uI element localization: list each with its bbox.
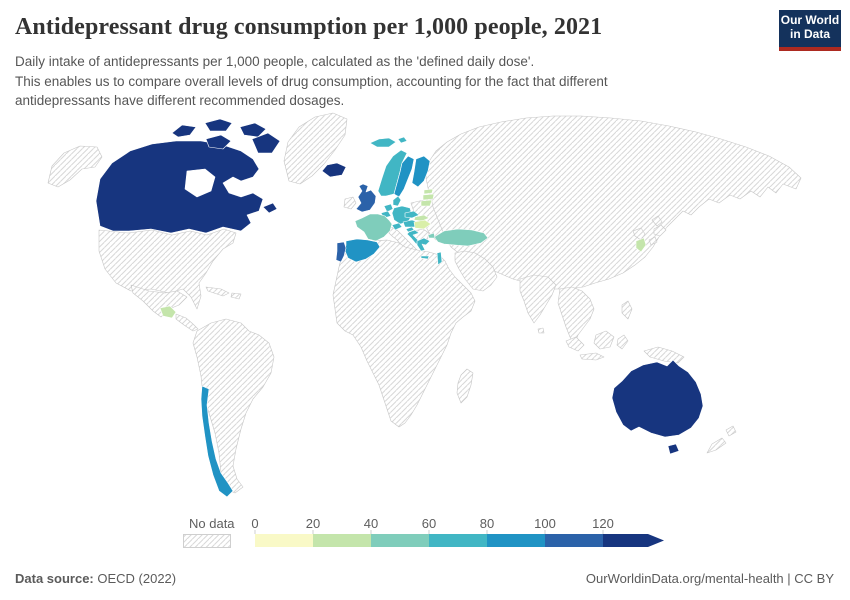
country-france[interactable] bbox=[354, 213, 393, 242]
legend-no-data-swatch bbox=[183, 534, 231, 548]
no-data-landmasses bbox=[47, 112, 802, 494]
legend-no-data-label: No data bbox=[189, 516, 235, 531]
country-canada-baffin[interactable] bbox=[251, 132, 281, 154]
landmass-north-korea bbox=[632, 227, 646, 241]
legend-segment-60-80 bbox=[429, 534, 487, 547]
landmass-mexico bbox=[130, 284, 188, 318]
landmass-arabia bbox=[454, 250, 498, 292]
country-norway-svalbard-2[interactable] bbox=[397, 136, 408, 144]
subtitle-line-1: Daily intake of antidepressants per 1,00… bbox=[15, 54, 535, 69]
landmass-new-zealand-north bbox=[725, 425, 737, 437]
page-title: Antidepressant drug consumption per 1,00… bbox=[15, 14, 603, 40]
subtitle-line-2: This enables us to compare overall level… bbox=[15, 73, 608, 89]
country-canada-arctic-2[interactable] bbox=[204, 118, 233, 132]
subtitle-line-3: antidepressants have different recommend… bbox=[15, 93, 345, 109]
country-united-kingdom[interactable] bbox=[355, 183, 377, 213]
landmass-borneo bbox=[593, 330, 615, 350]
country-iceland[interactable] bbox=[321, 162, 347, 178]
country-turkey-thrace[interactable] bbox=[427, 232, 436, 239]
legend-tick-marks bbox=[254, 530, 604, 534]
landmass-new-zealand-south bbox=[706, 437, 727, 454]
data-source-note: Data source: OECD (2022) bbox=[15, 571, 176, 586]
country-portugal[interactable] bbox=[335, 241, 347, 263]
country-canada-newfoundland[interactable] bbox=[262, 202, 278, 214]
data-source-value: OECD (2022) bbox=[93, 571, 177, 586]
page-subtitle: Daily intake of antidepressants per 1,00… bbox=[15, 52, 715, 111]
country-slovenia[interactable] bbox=[405, 226, 415, 233]
country-canada-arctic-1[interactable] bbox=[171, 124, 197, 138]
landmass-japan-honshu bbox=[653, 224, 667, 237]
country-greece[interactable] bbox=[416, 237, 431, 252]
country-turkey[interactable] bbox=[433, 228, 489, 247]
legend-tick-0: 0 bbox=[251, 516, 258, 531]
country-latvia[interactable] bbox=[422, 193, 435, 201]
landmass-africa bbox=[332, 239, 476, 428]
landmass-japan-north bbox=[651, 215, 663, 227]
country-finland[interactable] bbox=[411, 155, 431, 188]
landmass-cuba bbox=[205, 286, 230, 297]
landmass-india bbox=[519, 274, 557, 324]
country-czechia[interactable] bbox=[404, 210, 420, 219]
landmass-madagascar bbox=[456, 368, 474, 404]
logo-line-2: in Data bbox=[789, 27, 830, 41]
country-norway-svalbard[interactable] bbox=[369, 137, 397, 148]
legend-segment-20-40 bbox=[313, 534, 371, 547]
country-sweden[interactable] bbox=[393, 155, 415, 198]
landmass-indochina bbox=[557, 286, 595, 346]
country-switzerland[interactable] bbox=[391, 222, 403, 231]
legend-tick-60: 60 bbox=[422, 516, 436, 531]
landmass-japan-south bbox=[648, 236, 658, 246]
country-canada-victoria[interactable] bbox=[205, 134, 232, 150]
legend-segment-80-100 bbox=[487, 534, 545, 547]
map-legend: No data 0 20 40 60 80 100 120 bbox=[183, 516, 664, 548]
data-source-label: Data source: bbox=[15, 571, 94, 586]
landmass-sulawesi bbox=[616, 334, 629, 350]
legend-segment-120-plus bbox=[603, 534, 664, 547]
legend-tick-20: 20 bbox=[306, 516, 320, 531]
landmass-philippines bbox=[621, 300, 633, 320]
legend-tick-80: 80 bbox=[480, 516, 494, 531]
landmass-java bbox=[579, 352, 605, 361]
country-chile[interactable] bbox=[200, 385, 234, 498]
legend-tick-120: 120 bbox=[592, 516, 614, 531]
country-australia[interactable] bbox=[611, 359, 704, 438]
landmass-greenland bbox=[283, 112, 348, 185]
landmass-ireland bbox=[343, 196, 357, 210]
legend-tick-100: 100 bbox=[534, 516, 556, 531]
legend-segment-0-20 bbox=[255, 534, 313, 547]
landmass-panama bbox=[175, 313, 199, 332]
country-slovakia[interactable] bbox=[413, 214, 430, 222]
country-canada-arctic-3[interactable] bbox=[239, 122, 267, 138]
country-estonia[interactable] bbox=[423, 188, 434, 195]
legend-segment-40-60 bbox=[371, 534, 429, 547]
license-note: OurWorldinData.org/mental-health | CC BY bbox=[585, 571, 834, 586]
country-denmark[interactable] bbox=[392, 195, 402, 207]
legend-segment-100-120 bbox=[545, 534, 603, 547]
owid-logo: Our World in Data bbox=[779, 10, 841, 51]
landmass-sri-lanka bbox=[537, 327, 545, 334]
landmass-new-guinea bbox=[643, 346, 685, 364]
country-netherlands[interactable] bbox=[383, 203, 394, 213]
country-costa-rica[interactable] bbox=[159, 305, 177, 319]
country-canada[interactable] bbox=[95, 140, 264, 234]
data-countries bbox=[95, 118, 704, 498]
country-south-korea[interactable] bbox=[635, 237, 647, 253]
landmass-alaska bbox=[47, 145, 103, 188]
country-lithuania[interactable] bbox=[420, 199, 433, 207]
country-greece-crete[interactable] bbox=[420, 255, 430, 260]
country-hungary[interactable] bbox=[413, 219, 432, 230]
country-israel[interactable] bbox=[436, 251, 443, 266]
logo-line-1: Our World bbox=[780, 13, 840, 27]
landmass-sumatra bbox=[565, 336, 585, 352]
landmass-hispaniola bbox=[230, 292, 242, 300]
country-australia-tasmania[interactable] bbox=[667, 443, 680, 455]
legend-tick-40: 40 bbox=[364, 516, 378, 531]
